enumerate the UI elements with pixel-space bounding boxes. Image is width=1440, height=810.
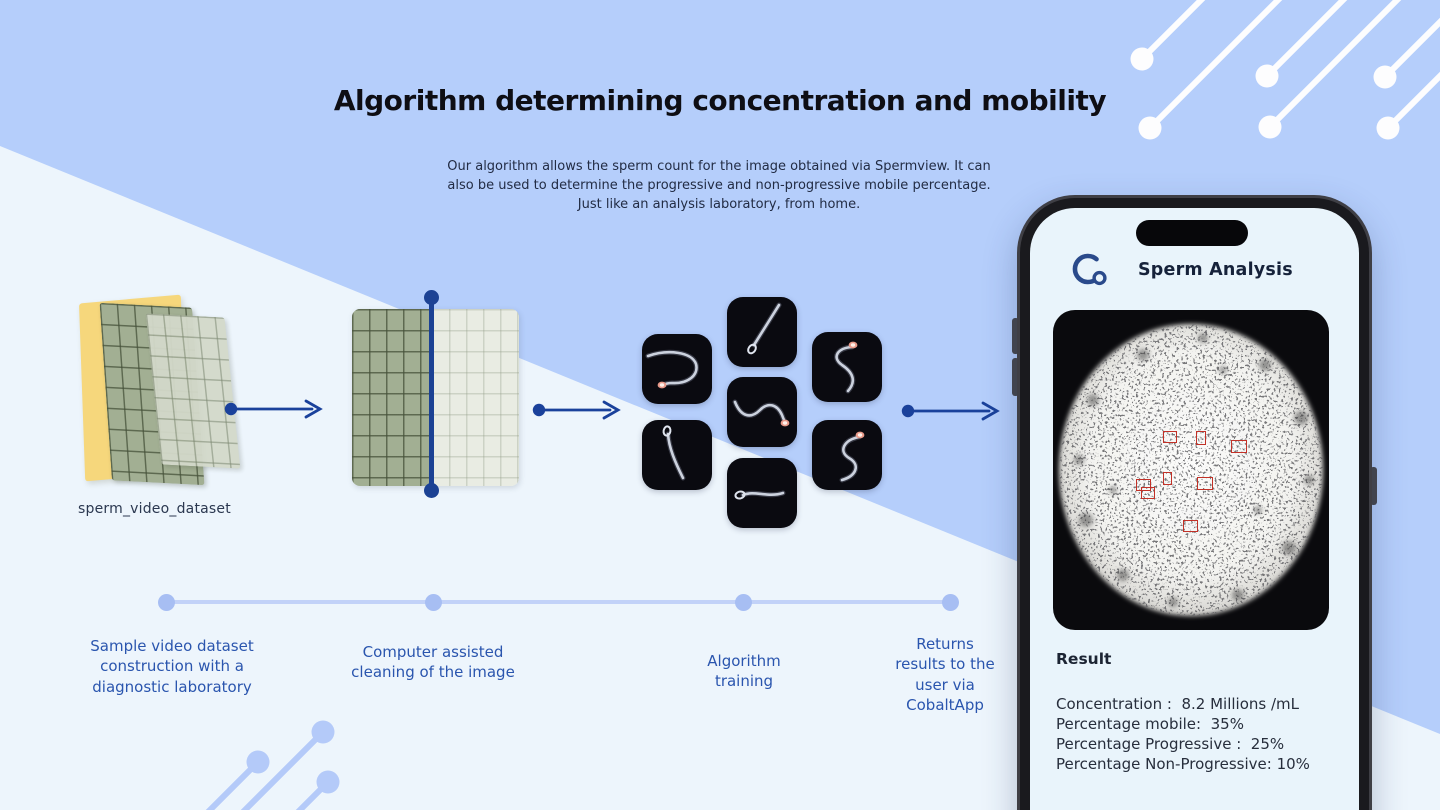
sperm-sample-tile xyxy=(642,420,712,490)
cleaned-image-half xyxy=(432,309,519,486)
sperm-sample-tile xyxy=(812,332,882,402)
microscope-view xyxy=(1059,324,1323,616)
sperm-sample-tile xyxy=(642,334,712,404)
detection-box xyxy=(1163,431,1177,443)
video-frame-page xyxy=(145,313,241,469)
app-title: Sperm Analysis xyxy=(1138,260,1293,280)
volume-down-button xyxy=(1012,358,1019,396)
power-button xyxy=(1370,467,1377,505)
sperm-sample-tile xyxy=(727,297,797,367)
microscope-image-card xyxy=(1053,310,1329,630)
timeline-dot-1 xyxy=(158,594,175,611)
page-title: Algorithm determining concentration and … xyxy=(333,84,1107,117)
detection-box xyxy=(1196,431,1206,445)
timeline-line xyxy=(166,600,950,604)
detection-box xyxy=(1183,520,1198,532)
dataset-folder-illustration xyxy=(62,293,241,493)
detection-box xyxy=(1141,487,1155,499)
cobalt-logo-icon xyxy=(1072,253,1107,286)
detection-box xyxy=(1197,477,1213,490)
flow-arrow-3 xyxy=(901,401,1000,421)
result-percentage-mobile: Percentage mobile: 35% xyxy=(1056,715,1244,733)
step-label-4: Returns results to the user via CobaltAp… xyxy=(895,635,995,715)
volume-up-button xyxy=(1012,318,1019,354)
flow-arrow-1 xyxy=(224,399,323,419)
step-label-3: Algorithm training xyxy=(707,652,781,691)
result-concentration: Concentration : 8.2 Millions /mL xyxy=(1056,695,1299,713)
app-header: Sperm Analysis xyxy=(1070,252,1293,288)
image-cleaning-comparison xyxy=(352,309,519,486)
page-subtitle: Our algorithm allows the sperm count for… xyxy=(447,159,991,212)
raw-image-half xyxy=(352,309,432,486)
sperm-sample-tile xyxy=(727,377,797,447)
dynamic-island xyxy=(1136,220,1248,246)
result-section: Result Concentration : 8.2 Millions /mL … xyxy=(1056,650,1336,774)
result-heading: Result xyxy=(1056,650,1112,668)
phone-screen: Sperm Analysis xyxy=(1030,208,1359,810)
comparison-slider-handle-top xyxy=(424,290,439,305)
phone-mockup: Sperm Analysis xyxy=(1012,195,1377,810)
dataset-folder-label: sperm_video_dataset xyxy=(78,501,231,517)
sperm-sample-tile xyxy=(727,458,797,528)
result-percentage-non-progressive: Percentage Non-Progressive: 10% xyxy=(1056,755,1310,773)
timeline-dot-3 xyxy=(735,594,752,611)
detection-box xyxy=(1136,479,1151,491)
detection-box xyxy=(1163,472,1172,485)
timeline-dot-2 xyxy=(425,594,442,611)
timeline-dot-4 xyxy=(942,594,959,611)
step-label-1: Sample video dataset construction with a… xyxy=(90,637,254,696)
sperm-sample-tile xyxy=(812,420,882,490)
comparison-slider-handle-bottom xyxy=(424,483,439,498)
result-percentage-progressive: Percentage Progressive : 25% xyxy=(1056,735,1285,753)
step-label-2: Computer assisted cleaning of the image xyxy=(351,643,515,682)
flow-arrow-2 xyxy=(532,400,621,420)
result-values: Concentration : 8.2 Millions /mL Percent… xyxy=(1056,694,1336,774)
detection-box xyxy=(1231,440,1247,453)
comparison-slider-line xyxy=(429,297,434,490)
